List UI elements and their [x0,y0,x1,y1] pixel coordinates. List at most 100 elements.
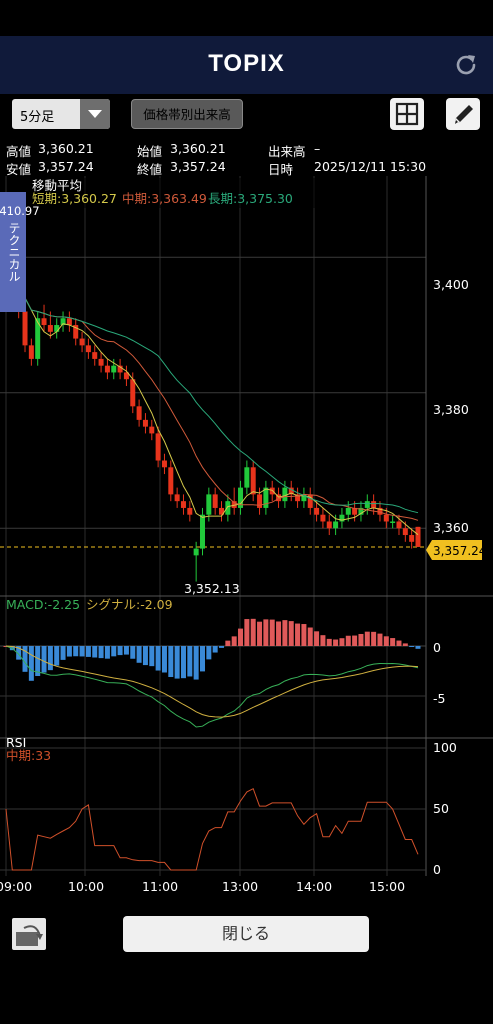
macd-histogram-bar [345,635,351,646]
macd-histogram-bar [79,646,85,657]
macd-histogram-bar [238,628,244,646]
last-price-tag [426,540,482,560]
candle-body [85,345,91,353]
technical-side-tab[interactable] [0,192,26,312]
candle-body [142,419,148,427]
time-axis-label: 14:00 [296,879,332,894]
macd-histogram-bar [136,646,142,663]
signal-label: シグナル:-2.09 [86,597,173,612]
candle-body [402,528,408,536]
price-axis-label: 3,360 [433,520,469,535]
pencil-icon [455,105,473,124]
macd-histogram-bar [409,646,415,647]
candle-body [187,507,193,515]
macd-histogram-bar [180,646,186,679]
macd-histogram-bar [130,646,136,659]
candle-body [47,325,53,332]
candle-body [358,507,364,515]
app-header: TOPIX [0,36,493,94]
moving-average-lines [5,257,419,536]
refresh-icon[interactable] [453,52,479,78]
low-marker-label: 3,352.13 [184,581,240,596]
macd-histogram-bar [199,646,205,672]
page-title: TOPIX [208,50,285,77]
time-axis-label: 10:00 [68,879,104,894]
macd-histogram-bar [193,646,199,680]
macd-histogram-bar [161,646,167,673]
macd-histogram-bar [269,619,275,646]
draw-button[interactable] [446,98,480,130]
macd-histogram-bar [142,646,148,666]
candle-body [352,507,358,515]
macd-histogram-bar [307,627,313,646]
ma-short-label: 短期:3,360.27 [32,191,117,206]
candle-body [136,406,142,420]
candle-body [35,318,41,359]
macd-histogram-bar [66,646,72,657]
candle-body [231,501,237,508]
period-select[interactable]: 5分足 [12,99,110,129]
candle-body [383,514,389,522]
candle-body [155,433,161,461]
macd-histogram-bar [225,640,231,646]
mid-ma-line [5,257,419,521]
macd-histogram-bar [244,619,250,646]
macd-histogram-bar [358,633,364,646]
candle-body [193,548,199,556]
close-button[interactable]: 閉じる [123,916,369,952]
candle-body [149,426,155,434]
low-label: 安値 [6,162,32,177]
layout-grid-button[interactable] [390,98,424,130]
high-label: 高値 [6,144,32,159]
candle-body [307,494,313,508]
macd-label: MACD:-2.25 [6,597,80,612]
macd-histogram-bar [85,646,91,657]
macd-histogram-bar [390,638,396,646]
time-axis-label: 09:00 [0,879,32,894]
candle-body [161,460,167,468]
time-axis-label: 15:00 [369,879,405,894]
macd-histogram-bar [288,621,294,646]
macd-histogram-bar [364,631,370,646]
macd-histogram-bar [377,633,383,646]
macd-histogram-bar [92,646,98,658]
macd-histogram-bar [168,646,174,678]
price-chart[interactable]: 移動平均 短期:3,360.27 中期:3,363.49 長期:3,375.30… [0,176,493,877]
candle-body [174,494,180,502]
macd-histogram-bar [47,646,53,671]
rsi-panel [0,747,426,871]
short-ma-line [5,257,419,536]
macd-histogram-bar [22,646,28,672]
macd-histogram-bar [73,646,79,657]
candle-body [212,494,218,508]
macd-panel [0,618,426,728]
signal-line [5,645,419,718]
candle-body [295,494,301,502]
macd-line [5,645,419,728]
price-axis-label: 3,380 [433,402,469,417]
time-axis-label: 11:00 [142,879,178,894]
close-value: 3,357.24 [170,159,226,174]
chart-area[interactable]: 移動平均 短期:3,360.27 中期:3,363.49 長期:3,375.30… [0,176,493,877]
candle-body [73,325,79,339]
macd-histogram-bar [155,646,161,671]
candle-body [54,325,60,332]
candle-body [41,318,47,326]
macd-histogram-bar [28,646,34,681]
candle-body [257,494,263,508]
candle-body [345,507,351,515]
candle-body [371,501,377,508]
candle-body [301,494,307,502]
rotate-screen-icon[interactable] [10,916,48,952]
ma-legend-bg [30,178,325,208]
rsi-axis-label: 50 [433,801,449,816]
macd-histogram-bar [149,646,155,667]
macd-histogram-bar [320,635,326,646]
ma-mid-label: 中期:3,363.49 [122,191,207,206]
macd-histogram-bar [111,646,117,657]
candle-body [364,501,370,508]
open-label: 始値 [137,144,163,159]
price-band-volume-button[interactable]: 価格帯別出来高 [131,99,243,129]
partial-price-label: 3410.97 [0,204,40,218]
candle-body [288,487,294,495]
